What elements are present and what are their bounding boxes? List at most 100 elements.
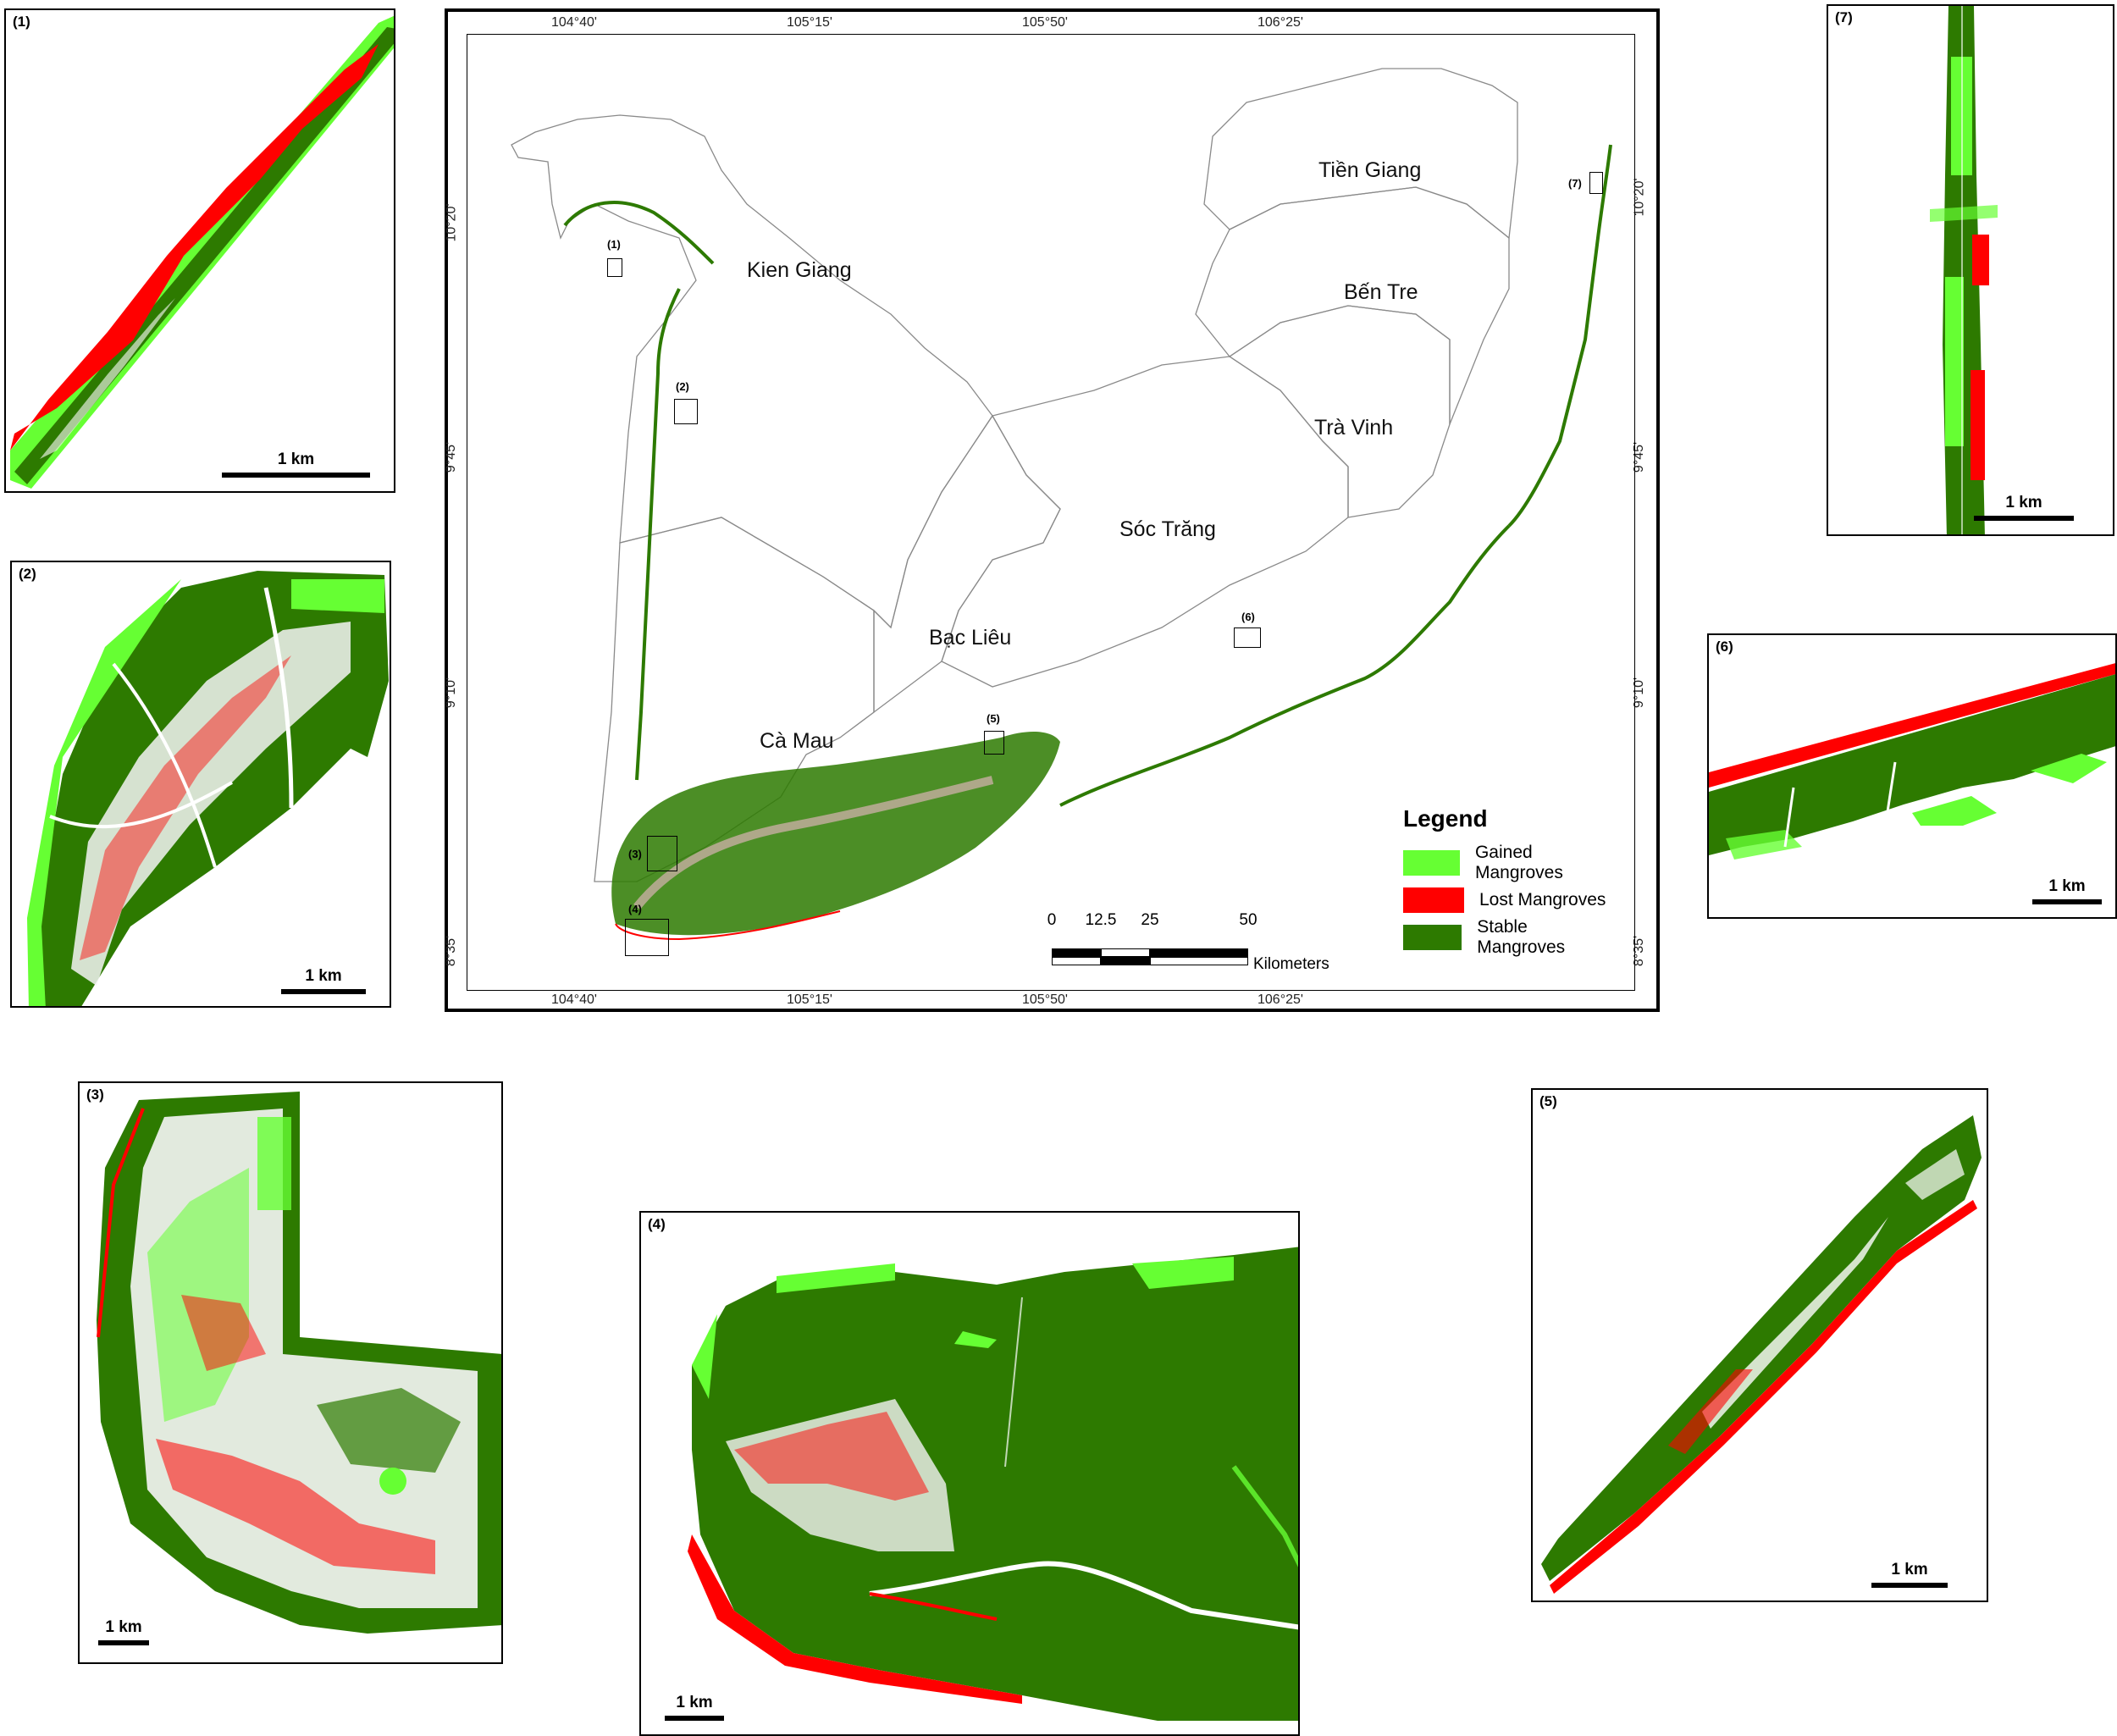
locator-box-5	[984, 731, 1004, 755]
locator-label-2: (2)	[676, 380, 689, 393]
scale-number: 25	[1141, 911, 1159, 929]
inset-panel-5: (5) 1 km	[1531, 1088, 1988, 1602]
inset-label: (7)	[1835, 9, 1853, 25]
locator-box-3	[647, 836, 677, 871]
legend-label: Gained Mangroves	[1474, 843, 1563, 882]
main-map: 104°40' 105°15' 105°50' 106°25' 104°40' …	[444, 8, 1660, 1012]
inset-panel-3: (3) 1 km	[78, 1081, 503, 1664]
legend-item-gained: Gained Mangroves	[1403, 843, 1615, 882]
scale-label: 1 km	[277, 451, 315, 468]
bottom-tick: 106°25'	[1257, 992, 1303, 1007]
legend-item-lost: Lost Mangroves	[1403, 882, 1615, 919]
province-label-kien-giang: Kien Giang	[747, 258, 852, 282]
inset-panel-2: (2) 1 km	[10, 561, 391, 1008]
scale-number: 0	[1047, 911, 1057, 929]
left-tick: 8°35'	[444, 935, 459, 967]
locator-label-7: (7)	[1568, 177, 1582, 190]
scale-number: 12.5	[1085, 911, 1117, 929]
inset-label: (2)	[19, 566, 36, 582]
inset-panel-4: (4) 1 km	[639, 1211, 1300, 1736]
main-scale-bar: 0 12.5 25 50 Kilometers	[1043, 911, 1329, 973]
scale-line	[1871, 1583, 1948, 1588]
inset-scale-bar: 1 km	[2032, 877, 2102, 904]
map-frame: Kien Giang Tiền Giang Bến Tre Trà Vinh S…	[467, 34, 1635, 991]
top-tick: 105°15'	[787, 15, 832, 30]
legend-label: Lost Mangroves	[1479, 890, 1606, 909]
inset-label: (5)	[1539, 1093, 1557, 1109]
locator-label-6: (6)	[1241, 611, 1255, 623]
inset-3-map	[97, 1092, 501, 1634]
locator-label-4: (4)	[628, 903, 642, 915]
scale-line	[665, 1716, 724, 1721]
province-label-ben-tre: Bến Tre	[1344, 280, 1418, 304]
scale-segment	[1101, 948, 1150, 957]
inset-label: (4)	[648, 1216, 666, 1232]
scale-segment	[1150, 957, 1248, 965]
inset-1-map	[10, 15, 394, 489]
inset-5-map	[1541, 1115, 1982, 1594]
inset-panel-7: (7) 1 km	[1827, 4, 2114, 536]
scale-label: 1 km	[105, 1618, 142, 1636]
legend-swatch-gained	[1403, 850, 1460, 876]
inset-panel-6: (6) 1 km	[1707, 633, 2117, 919]
inset-scale-bar: 1 km	[1974, 494, 2074, 521]
province-label-ca-mau: Cà Mau	[760, 729, 834, 753]
top-tick: 104°40'	[551, 15, 597, 30]
legend-title: Legend	[1403, 805, 1488, 832]
locator-box-1	[607, 258, 622, 277]
locator-label-3: (3)	[628, 848, 642, 860]
inset-7-map	[1930, 6, 1998, 534]
province-label-tien-giang: Tiền Giang	[1318, 158, 1422, 182]
bottom-tick: 105°15'	[787, 992, 832, 1007]
left-tick: 9°45'	[444, 441, 459, 473]
locator-label-1: (1)	[607, 238, 621, 251]
scale-label: 1 km	[676, 1694, 713, 1711]
scale-unit: Kilometers	[1253, 955, 1329, 973]
inset-scale-bar: 1 km	[281, 967, 366, 994]
locator-label-5: (5)	[987, 712, 1000, 725]
scale-label: 1 km	[305, 967, 342, 985]
top-tick: 105°50'	[1022, 15, 1068, 30]
scale-line	[1974, 516, 2074, 521]
inset-label: (6)	[1716, 639, 1733, 655]
scale-label: 1 km	[2005, 494, 2042, 511]
inset-4-map	[688, 1247, 1298, 1721]
scale-label: 1 km	[1891, 1561, 1928, 1578]
scale-line	[281, 989, 366, 994]
scale-segment	[1052, 948, 1101, 957]
province-label-tra-vinh: Trà Vinh	[1314, 416, 1394, 440]
top-tick: 106°25'	[1257, 15, 1303, 30]
legend-swatch-stable	[1403, 925, 1462, 950]
bottom-tick: 104°40'	[551, 992, 597, 1007]
bottom-tick: 105°50'	[1022, 992, 1068, 1007]
province-label-bac-lieu: Bạc Liêu	[929, 626, 1012, 650]
locator-box-7	[1589, 172, 1603, 194]
legend-item-stable: Stable Mangroves	[1403, 917, 1615, 957]
province-boundaries	[511, 68, 1612, 941]
inset-label: (1)	[13, 14, 30, 30]
scale-label: 1 km	[2048, 877, 2086, 895]
legend: Legend Gained Mangroves Lost Mangroves S…	[1403, 805, 1615, 957]
inset-scale-bar: 1 km	[1871, 1561, 1948, 1588]
inset-2-map	[27, 571, 389, 1006]
scale-segment	[1052, 957, 1101, 965]
locator-box-2	[674, 399, 698, 424]
left-tick: 9°10'	[444, 677, 459, 709]
scale-segment	[1101, 957, 1150, 965]
inset-scale-bar: 1 km	[98, 1618, 149, 1645]
left-tick: 10°20'	[444, 203, 459, 242]
scale-line	[2032, 899, 2102, 904]
inset-scale-bar: 1 km	[222, 451, 370, 478]
inset-6-map	[1709, 663, 2115, 860]
scale-number: 50	[1239, 911, 1257, 929]
scale-line	[98, 1640, 149, 1645]
legend-swatch-lost	[1403, 887, 1464, 913]
scale-segment	[1150, 948, 1248, 957]
scale-line	[222, 473, 370, 478]
inset-scale-bar: 1 km	[665, 1694, 724, 1721]
province-label-soc-trang: Sóc Trăng	[1119, 517, 1216, 541]
locator-box-6	[1234, 628, 1261, 648]
inset-label: (3)	[86, 1086, 104, 1103]
locator-box-4	[625, 919, 669, 956]
inset-panel-1: (1) 1 km	[4, 8, 395, 493]
